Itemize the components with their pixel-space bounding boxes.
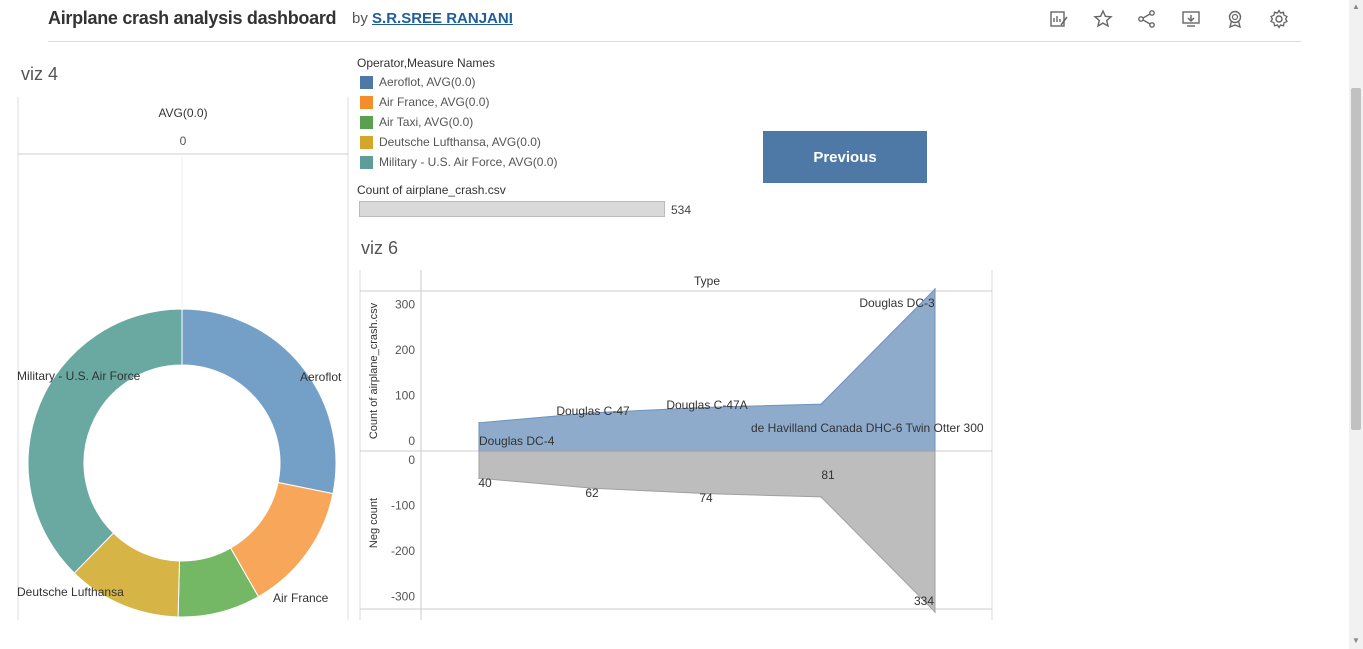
author-link[interactable]: S.R.SREE RANJANI — [372, 10, 513, 27]
category-label: Douglas DC-4 — [479, 434, 555, 448]
top-y-axis-label: Count of airplane_crash.csv — [368, 302, 380, 439]
donut-label: Air France — [273, 591, 329, 605]
count-point — [706, 406, 708, 409]
neg-count-point — [478, 477, 480, 479]
legend-swatch — [360, 156, 373, 170]
y-tick-label: 0 — [408, 434, 415, 448]
neg-count-area[interactable] — [478, 450, 936, 614]
donut-label: Deutsche Lufthansa — [17, 585, 124, 599]
download-icon[interactable] — [1181, 9, 1201, 29]
value-label: 334 — [914, 594, 934, 608]
dashboard-header: Airplane crash analysis dashboard by S.R… — [0, 0, 1349, 42]
y-tick-label: 100 — [395, 389, 415, 403]
count-bar[interactable] — [359, 201, 665, 217]
neg-count-point — [934, 611, 936, 613]
y-tick-label: -100 — [391, 499, 415, 513]
edit-metrics-icon[interactable] — [1049, 9, 1069, 29]
count-title: Count of airplane_crash.csv — [357, 183, 506, 197]
legend-swatch — [360, 76, 373, 90]
viz4-title: viz 4 — [21, 64, 59, 84]
neg-count-point — [820, 496, 822, 498]
value-label: 40 — [478, 476, 492, 490]
bottom-y-axis-label: Neg count — [368, 498, 380, 548]
legend-swatch — [360, 116, 373, 130]
category-label: Douglas C-47 — [556, 404, 630, 418]
scroll-down-arrow[interactable]: ▼ — [1352, 636, 1360, 645]
dashboard-title: Airplane crash analysis dashboard — [48, 8, 337, 28]
value-label: 74 — [699, 491, 713, 505]
legend-label: Military - U.S. Air Force, AVG(0.0) — [379, 155, 558, 169]
viz6-area-chart: Type 0 100 200 300 0 -100 -200 -300 Count of air… — [359, 270, 993, 620]
category-label: Douglas C-47A — [666, 398, 747, 412]
previous-button[interactable]: Previous — [763, 131, 927, 183]
badge-icon[interactable] — [1225, 9, 1245, 29]
share-icon[interactable] — [1137, 9, 1157, 29]
y-tick-label: -300 — [391, 590, 415, 604]
category-label: Douglas DC-3 — [859, 296, 935, 310]
legend-label: Air France, AVG(0.0) — [379, 95, 490, 109]
y-tick-label: 300 — [395, 298, 415, 312]
donut-label: Military - U.S. Air Force — [17, 369, 141, 383]
count-point — [478, 422, 480, 424]
scrollbar-thumb[interactable] — [1351, 88, 1361, 430]
y-tick-label: -200 — [391, 544, 415, 558]
viz6-title: viz 6 — [361, 238, 399, 258]
donut-label: Aeroflot — [300, 370, 342, 384]
legend-item[interactable]: Deutsche Lufthansa, AVG(0.0) — [360, 135, 541, 151]
donut-slice[interactable] — [181, 308, 337, 495]
viz4-column-value: 0 — [180, 134, 187, 148]
favorite-icon[interactable] — [1093, 9, 1113, 29]
legend-item[interactable]: Air France, AVG(0.0) — [360, 95, 489, 111]
value-label: 81 — [821, 468, 835, 482]
count-point — [934, 288, 936, 290]
y-tick-label: 200 — [395, 343, 415, 357]
legend-item[interactable]: Aeroflot, AVG(0.0) — [360, 75, 476, 91]
y-tick-label: 0 — [408, 453, 415, 467]
neg-count-point — [706, 492, 708, 495]
neg-count-point — [592, 487, 594, 490]
value-label: 62 — [585, 486, 599, 500]
legend-item[interactable]: Air Taxi, AVG(0.0) — [360, 115, 473, 131]
by-label: by — [352, 10, 368, 27]
scroll-up-arrow[interactable]: ▲ — [1352, 2, 1360, 11]
viz4-column-header: AVG(0.0) — [158, 106, 207, 120]
header-divider — [48, 41, 1301, 42]
viz6-header: Type — [694, 274, 720, 288]
legend-label: Deutsche Lufthansa, AVG(0.0) — [379, 135, 541, 149]
donut-slice[interactable] — [27, 308, 183, 574]
viz4-donut-chart: AVG(0.0) 0 Aeroflot Air France Deutsche Lu… — [17, 97, 349, 620]
count-point — [592, 411, 594, 414]
legend-item[interactable]: Military - U.S. Air Force, AVG(0.0) — [360, 155, 557, 171]
legend-label: Aeroflot, AVG(0.0) — [379, 75, 476, 89]
count-point — [820, 403, 822, 405]
category-label: de Havilland Canada DHC-6 Twin Otter 300 — [751, 421, 984, 435]
count-value: 534 — [671, 203, 692, 217]
count-area[interactable] — [478, 287, 936, 452]
settings-icon[interactable] — [1269, 9, 1289, 29]
legend-swatch — [360, 96, 373, 110]
legend-label: Air Taxi, AVG(0.0) — [379, 115, 474, 129]
byline: by S.R.SREE RANJANI — [352, 10, 513, 27]
legend-swatch — [360, 136, 373, 150]
legend-title: Operator,Measure Names — [357, 56, 496, 70]
